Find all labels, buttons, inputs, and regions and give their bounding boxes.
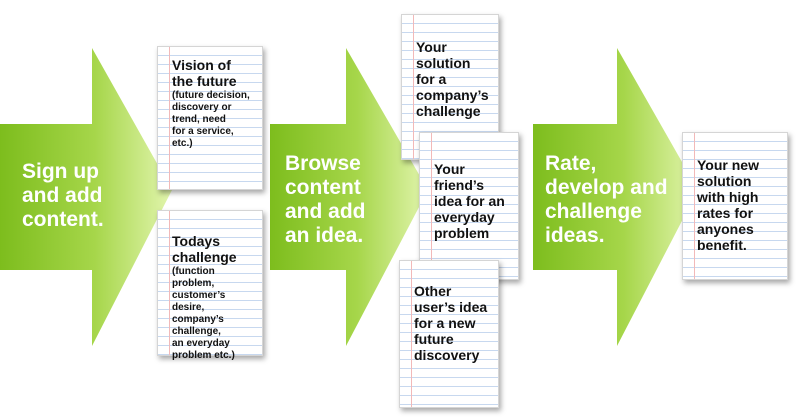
note-new-solution: Your new solution with high rates for an… [682, 132, 788, 280]
step-3-label: Rate, develop and challenge ideas. [545, 152, 668, 247]
note-vision-of-the-future: Vision of the future (future decision, d… [157, 46, 263, 190]
step-3-arrow [533, 48, 698, 346]
note-title: Your solution for a company’s challenge [416, 39, 489, 119]
step-1-label: Sign up and add content. [22, 160, 104, 231]
note-title: Todays challenge [172, 233, 237, 265]
step-2-label: Browse content and add an idea. [285, 152, 366, 247]
note-title: Your new solution with high rates for an… [697, 157, 759, 253]
note-title: Other user’s idea for a new future disco… [414, 283, 488, 363]
note-detail: (function problem, customer’s desire, co… [172, 266, 235, 361]
note-other-user-idea: Other user’s idea for a new future disco… [399, 260, 499, 408]
step-2-arrow [270, 48, 428, 346]
step-1-arrow [0, 48, 172, 346]
note-title: Vision of the future [172, 57, 237, 89]
note-title: Your friend’s idea for an everyday probl… [434, 161, 505, 241]
note-detail: (future decision, discovery or trend, ne… [172, 90, 250, 149]
note-friend-idea: Your friend’s idea for an everyday probl… [419, 132, 519, 280]
note-todays-challenge: Todays challenge (function problem, cust… [157, 210, 263, 361]
